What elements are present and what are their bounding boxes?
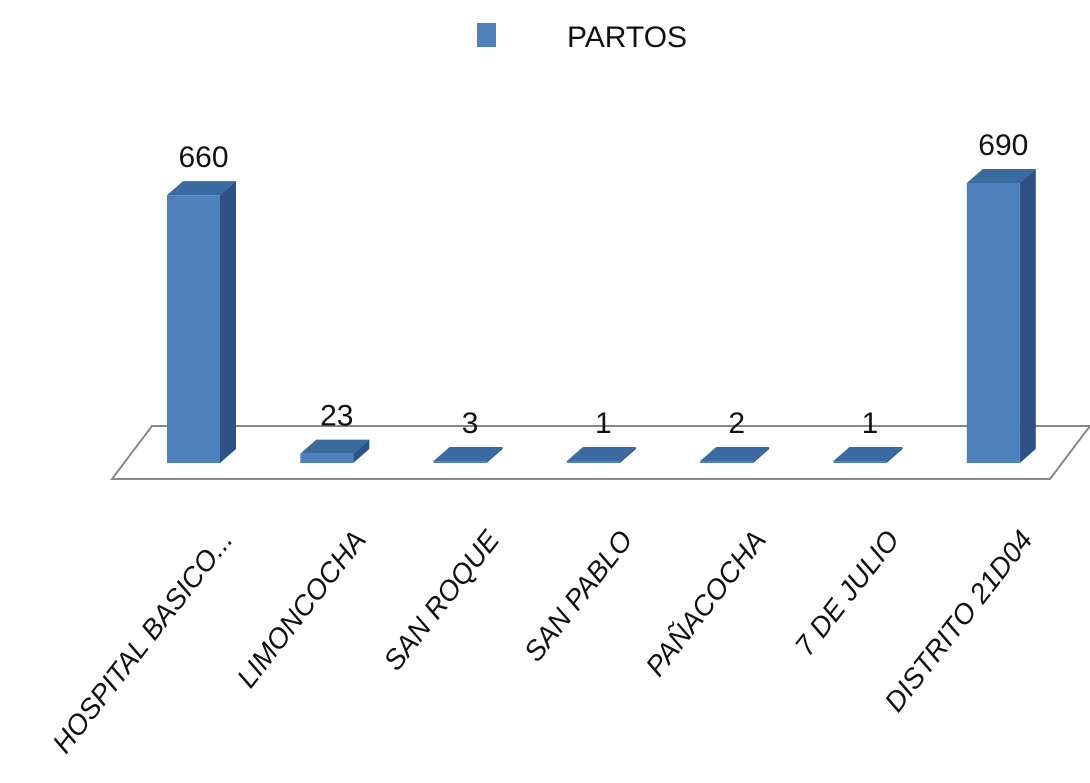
- bar-6: [833, 447, 903, 463]
- bar-side: [353, 439, 370, 463]
- bar-side: [619, 447, 636, 463]
- bar-top: [566, 447, 636, 461]
- bar-front: [966, 183, 1020, 463]
- bar-side: [220, 181, 236, 463]
- bar-2: [300, 439, 370, 463]
- bar-top: [433, 447, 503, 461]
- bar-1: [167, 181, 236, 463]
- data-label-4: 1: [595, 407, 612, 440]
- data-labels-group: 660 23 3 1 2 1 690: [178, 129, 1028, 440]
- bar-top: [167, 181, 236, 196]
- legend-swatch: [477, 23, 496, 47]
- bar-7: [966, 169, 1036, 463]
- data-label-7: 690: [978, 129, 1028, 162]
- legend: PARTOS: [477, 21, 687, 54]
- bar-front: [300, 453, 354, 463]
- bar-front: [167, 195, 220, 463]
- data-label-1: 660: [178, 141, 228, 174]
- category-label-2: LIMONCOCHA: [231, 525, 372, 694]
- bar-side: [1019, 169, 1036, 463]
- data-label-5: 2: [728, 407, 745, 440]
- bar-top: [966, 169, 1036, 183]
- bars-group: [167, 169, 1036, 463]
- bar-side: [886, 447, 903, 463]
- data-label-2: 23: [320, 400, 353, 433]
- bar-4: [566, 447, 636, 463]
- bar-front: [566, 461, 620, 463]
- bar-top: [300, 439, 370, 454]
- bar-3: [433, 447, 503, 463]
- data-label-6: 1: [862, 407, 879, 440]
- bar-side: [486, 447, 503, 463]
- legend-label-partos: PARTOS: [567, 21, 687, 54]
- bar-front: [833, 461, 887, 463]
- bar-side: [753, 447, 770, 463]
- bar-front: [700, 461, 754, 463]
- category-label-6: 7 DE JULIO: [789, 525, 905, 662]
- category-label-5: PAÑACOCHA: [640, 525, 772, 682]
- bar-5: [700, 447, 770, 463]
- category-labels-group: HOSPITAL BASICO...LIMONCOCHA SAN ROQUE SAN…: [46, 524, 1038, 758]
- category-label-1: HOSPITAL BASICO...: [46, 525, 238, 759]
- category-label-3: SAN ROQUE: [377, 524, 505, 676]
- category-label-7: DISTRITO 21D04: [878, 525, 1038, 718]
- category-label-4: SAN PABLO: [518, 525, 639, 668]
- data-label-3: 3: [462, 407, 479, 440]
- bar-top: [700, 447, 770, 461]
- bar-front: [433, 461, 487, 463]
- bar-top: [833, 447, 903, 461]
